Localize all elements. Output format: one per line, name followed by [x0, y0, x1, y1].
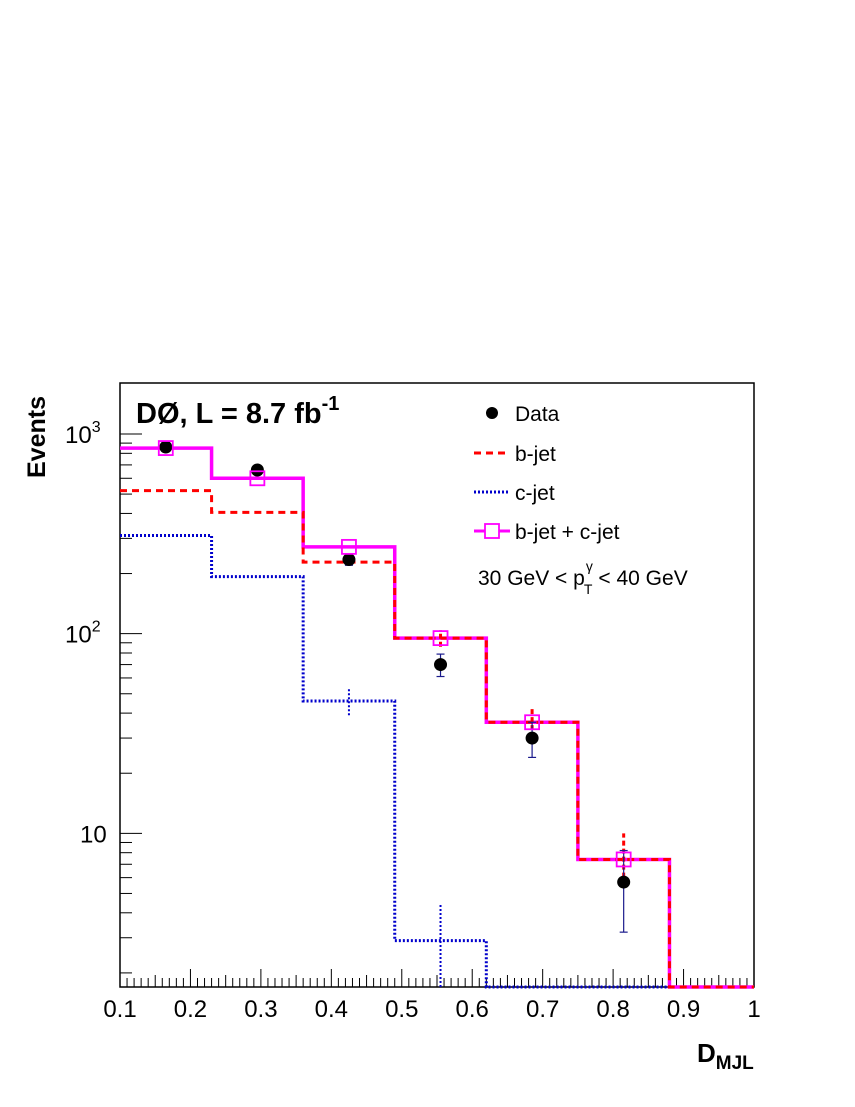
x-tick-label: 0.8 [596, 996, 629, 1023]
sum-histogram [120, 446, 754, 989]
legend-sum-label: b-jet + c-jet [515, 521, 620, 544]
x-axis-title: DMJL [697, 1038, 754, 1074]
data-point [525, 731, 539, 745]
x-tick-label: 0.1 [103, 996, 136, 1023]
x-axis-title-sub: MJL [716, 1053, 754, 1074]
experiment-label-main: DØ, L = 8.7 fb [136, 398, 322, 430]
sum-marker [524, 714, 540, 731]
data-point [617, 875, 631, 889]
y-tick-label-base: 10 [65, 422, 92, 449]
selection-sup: γ [586, 558, 593, 574]
x-tick-labels: 0.1 0.2 0.3 0.4 0.5 0.6 0.7 0.8 0.9 1 [103, 996, 760, 1023]
x-tick-label: 0.9 [667, 996, 700, 1023]
b-jet-histogram [120, 489, 754, 989]
y-tick-label: 103 [65, 419, 101, 449]
legend-bjet-label: b-jet [515, 443, 556, 466]
sum-marker [615, 851, 632, 868]
x-tick-label: 0.5 [385, 996, 418, 1023]
c-jet-histogram [120, 534, 754, 989]
selection-suffix: < 40 GeV [598, 567, 687, 590]
experiment-label-sup: -1 [322, 393, 340, 415]
x-tick-label: 0.4 [315, 996, 348, 1023]
x-tick-label: 0.2 [174, 996, 207, 1023]
selection-sub: T [584, 581, 593, 597]
sum-marker [432, 630, 449, 647]
x-axis-title-main: D [697, 1038, 716, 1068]
experiment-label: DØ, L = 8.7 fb-1 [136, 393, 339, 430]
y-tick-label: 10 [80, 821, 107, 848]
data-point [250, 463, 264, 477]
y-tick-label: 102 [65, 619, 101, 649]
legend-cjet-label: c-jet [515, 482, 555, 505]
legend-data-label: Data [515, 403, 560, 426]
legend-sum-marker [484, 523, 500, 539]
sum-marker [249, 470, 266, 487]
y-tick-label-exp: 2 [92, 619, 101, 636]
legend: Data b-jet c-jet b-jet + c-jet 30 GeV < … [474, 403, 688, 597]
sum-marker [157, 440, 174, 456]
data-point [342, 553, 356, 567]
y-tick-label-exp: 3 [92, 419, 101, 436]
x-tick-label: 0.6 [456, 996, 489, 1023]
axis-ticks [119, 433, 755, 987]
series-layer [120, 440, 754, 989]
x-tick-label: 0.3 [244, 996, 277, 1023]
selection-label: 30 GeV < pγ T < 40 GeV [478, 558, 688, 597]
plot-frame [119, 382, 755, 988]
y-tick-label-base: 10 [80, 821, 107, 848]
legend-data-marker [486, 407, 498, 419]
x-tick-label: 1 [747, 996, 760, 1023]
y-axis-title: Events [23, 396, 51, 478]
data-point [159, 440, 173, 454]
x-tick-label: 0.7 [526, 996, 559, 1023]
data-point [434, 658, 448, 672]
selection-prefix: 30 GeV < p [478, 567, 585, 590]
y-tick-label-base: 10 [65, 622, 92, 649]
sum-marker [341, 538, 357, 555]
